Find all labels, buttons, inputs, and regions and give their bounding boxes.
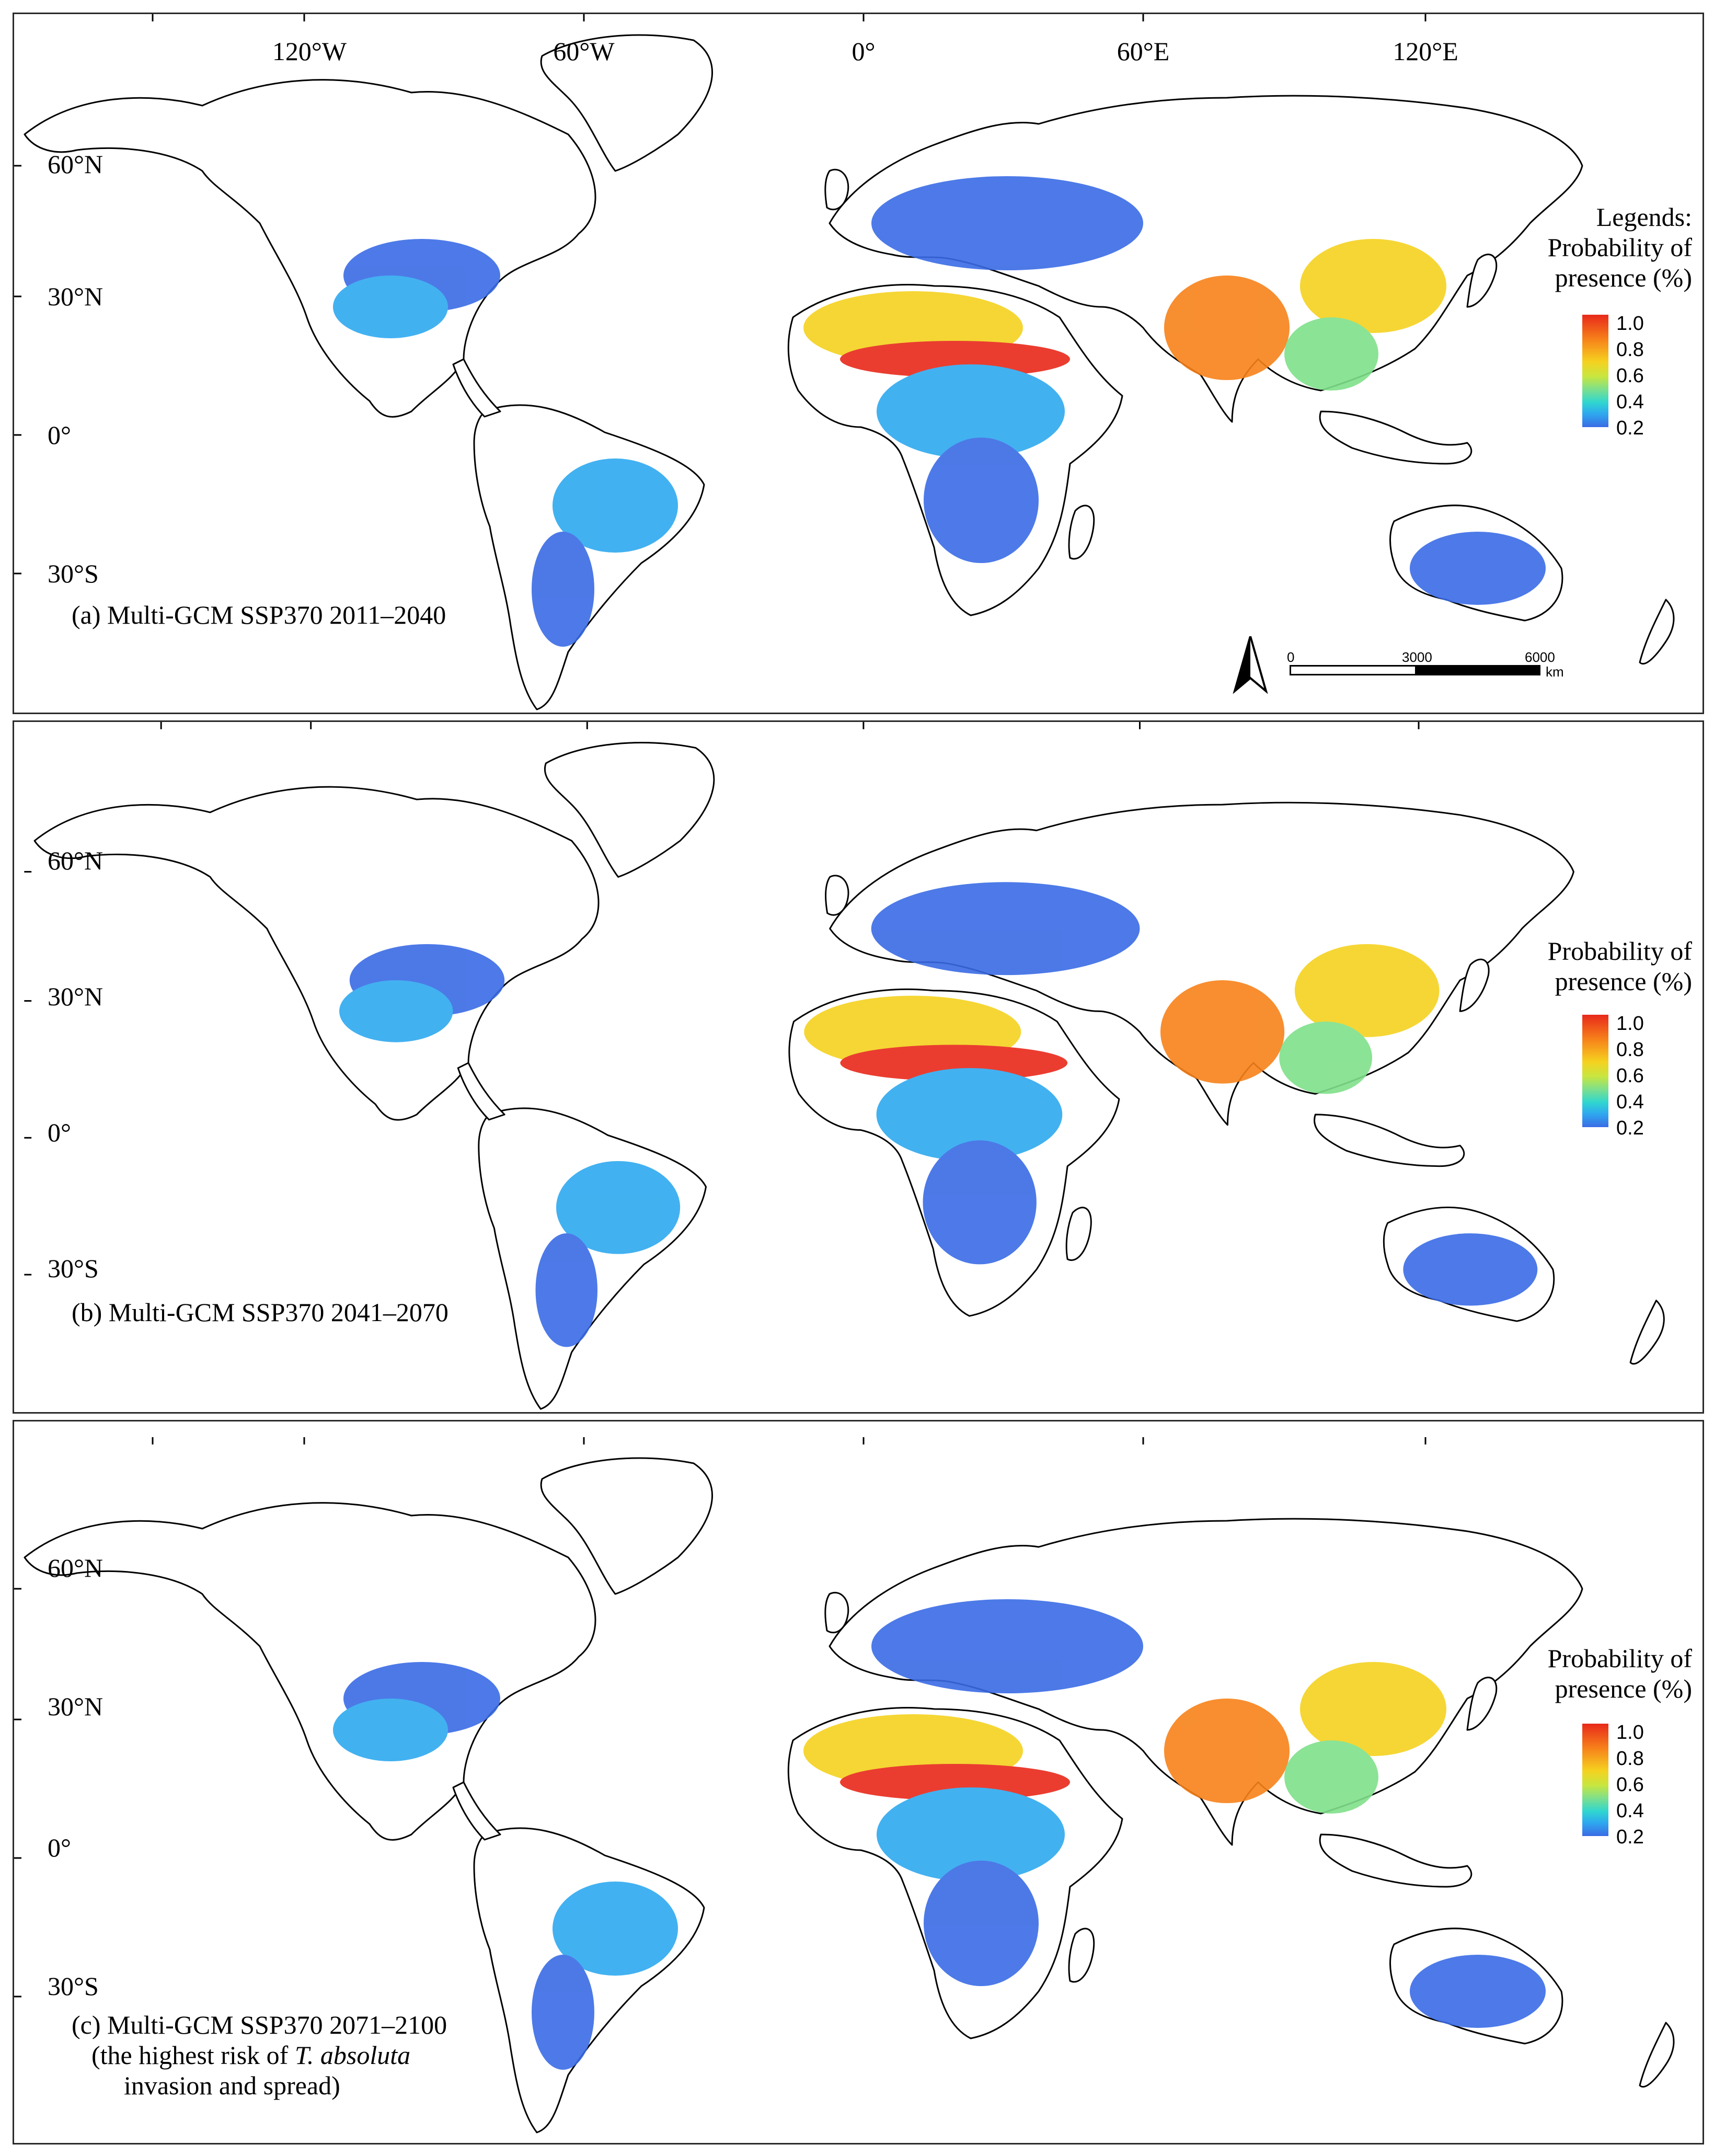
- lat-label-30n: 30°N: [48, 982, 103, 1011]
- lat-label-60n: 60°N: [48, 846, 103, 875]
- map-panel-c: 60°N 30°N 0° 30°S (c) Multi-GCM SSP370 2…: [13, 1420, 1704, 2144]
- lon-label-60w: 60°W: [553, 37, 615, 66]
- species-name: T. absoluta: [294, 2040, 411, 2070]
- colorbar-tick: 0.2: [1616, 417, 1644, 439]
- lat-label-0: 0°: [48, 1833, 71, 1862]
- lat-label-60n: 60°N: [48, 1553, 103, 1582]
- caption-text: (the highest risk of: [91, 2040, 295, 2070]
- legend-a: Legends: Probability of presence (%): [1520, 202, 1692, 438]
- caption-line: (b) Multi-GCM SSP370 2041–2070: [72, 1298, 448, 1327]
- colorbar-tick: 0.6: [1616, 365, 1644, 387]
- lon-label-0: 0°: [852, 37, 876, 66]
- legend-heading: Legends:: [1596, 202, 1692, 232]
- colorbar-tick: 1.0: [1616, 1722, 1644, 1744]
- caption-line: (a) Multi-GCM SSP370 2011–2040: [72, 600, 446, 629]
- colorbar-tick: 0.4: [1616, 1091, 1644, 1113]
- colorbar-a: [1582, 315, 1608, 427]
- colorbar-tick: 0.4: [1616, 1800, 1644, 1822]
- lon-label-120w: 120°W: [272, 37, 347, 66]
- lat-label-30s: 30°S: [48, 559, 99, 588]
- scale-label-0: 0: [1287, 649, 1295, 665]
- legend-title-line1: Probability of: [1547, 1644, 1692, 1673]
- lat-label-30n: 30°N: [48, 282, 103, 311]
- colorbar-tick: 0.8: [1616, 339, 1644, 361]
- legend-title-line1: Probability of: [1547, 936, 1692, 966]
- lat-label-0: 0°: [48, 1118, 71, 1147]
- caption-line: (c) Multi-GCM SSP370 2071–2100: [72, 2010, 447, 2039]
- colorbar-b: [1582, 1015, 1608, 1127]
- colorbar-tick: 0.8: [1616, 1039, 1644, 1061]
- colorbar-tick: 1.0: [1616, 1013, 1644, 1035]
- map-panel-a: 120°W 60°W 0° 60°E 120°E 60°N 30°N 0° 30…: [13, 13, 1704, 714]
- colorbar-tick: 0.6: [1616, 1774, 1644, 1796]
- scale-label-6000: 6000: [1525, 649, 1555, 665]
- legend-c: Probability of presence (%): [1520, 1644, 1692, 1722]
- legend-b: Probability of presence (%): [1520, 936, 1692, 1015]
- lat-label-60n: 60°N: [48, 150, 103, 179]
- colorbar-tick: 0.8: [1616, 1748, 1644, 1770]
- legend-title-line2: presence (%): [1555, 263, 1692, 292]
- colorbar-tick: 0.2: [1616, 1826, 1644, 1848]
- lon-label-60e: 60°E: [1117, 37, 1170, 66]
- lat-label-30s: 30°S: [48, 1971, 99, 2001]
- scale-bar: 0 3000 6000 km: [1287, 649, 1564, 681]
- north-arrow-icon: [1233, 636, 1268, 694]
- colorbar-tick: 1.0: [1616, 313, 1644, 335]
- legend-title-line2: presence (%): [1555, 967, 1692, 996]
- panel-caption-c: (c) Multi-GCM SSP370 2071–2100 (the high…: [72, 2010, 447, 2101]
- colorbar-tick: 0.6: [1616, 1065, 1644, 1087]
- legend-title-line1: Probability of: [1547, 233, 1692, 262]
- caption-line-2: (the highest risk of T. absoluta: [72, 2040, 447, 2070]
- panel-caption-b: (b) Multi-GCM SSP370 2041–2070: [72, 1297, 448, 1327]
- colorbar-tick: 0.4: [1616, 391, 1644, 413]
- lat-label-30s: 30°S: [48, 1254, 99, 1283]
- caption-line: invasion and spread): [124, 2071, 340, 2100]
- colorbar-c: [1582, 1724, 1608, 1836]
- lon-label-120e: 120°E: [1393, 37, 1458, 66]
- panel-caption-a: (a) Multi-GCM SSP370 2011–2040: [72, 600, 446, 630]
- map-panel-b: 60°N 30°N 0° 30°S (b) Multi-GCM SSP370 2…: [13, 720, 1704, 1414]
- scale-label-3000: 3000: [1402, 649, 1432, 665]
- lat-label-0: 0°: [48, 420, 71, 450]
- lat-label-30n: 30°N: [48, 1692, 103, 1721]
- legend-title-line2: presence (%): [1555, 1674, 1692, 1703]
- scale-unit: km: [1546, 664, 1564, 680]
- colorbar-tick: 0.2: [1616, 1117, 1644, 1139]
